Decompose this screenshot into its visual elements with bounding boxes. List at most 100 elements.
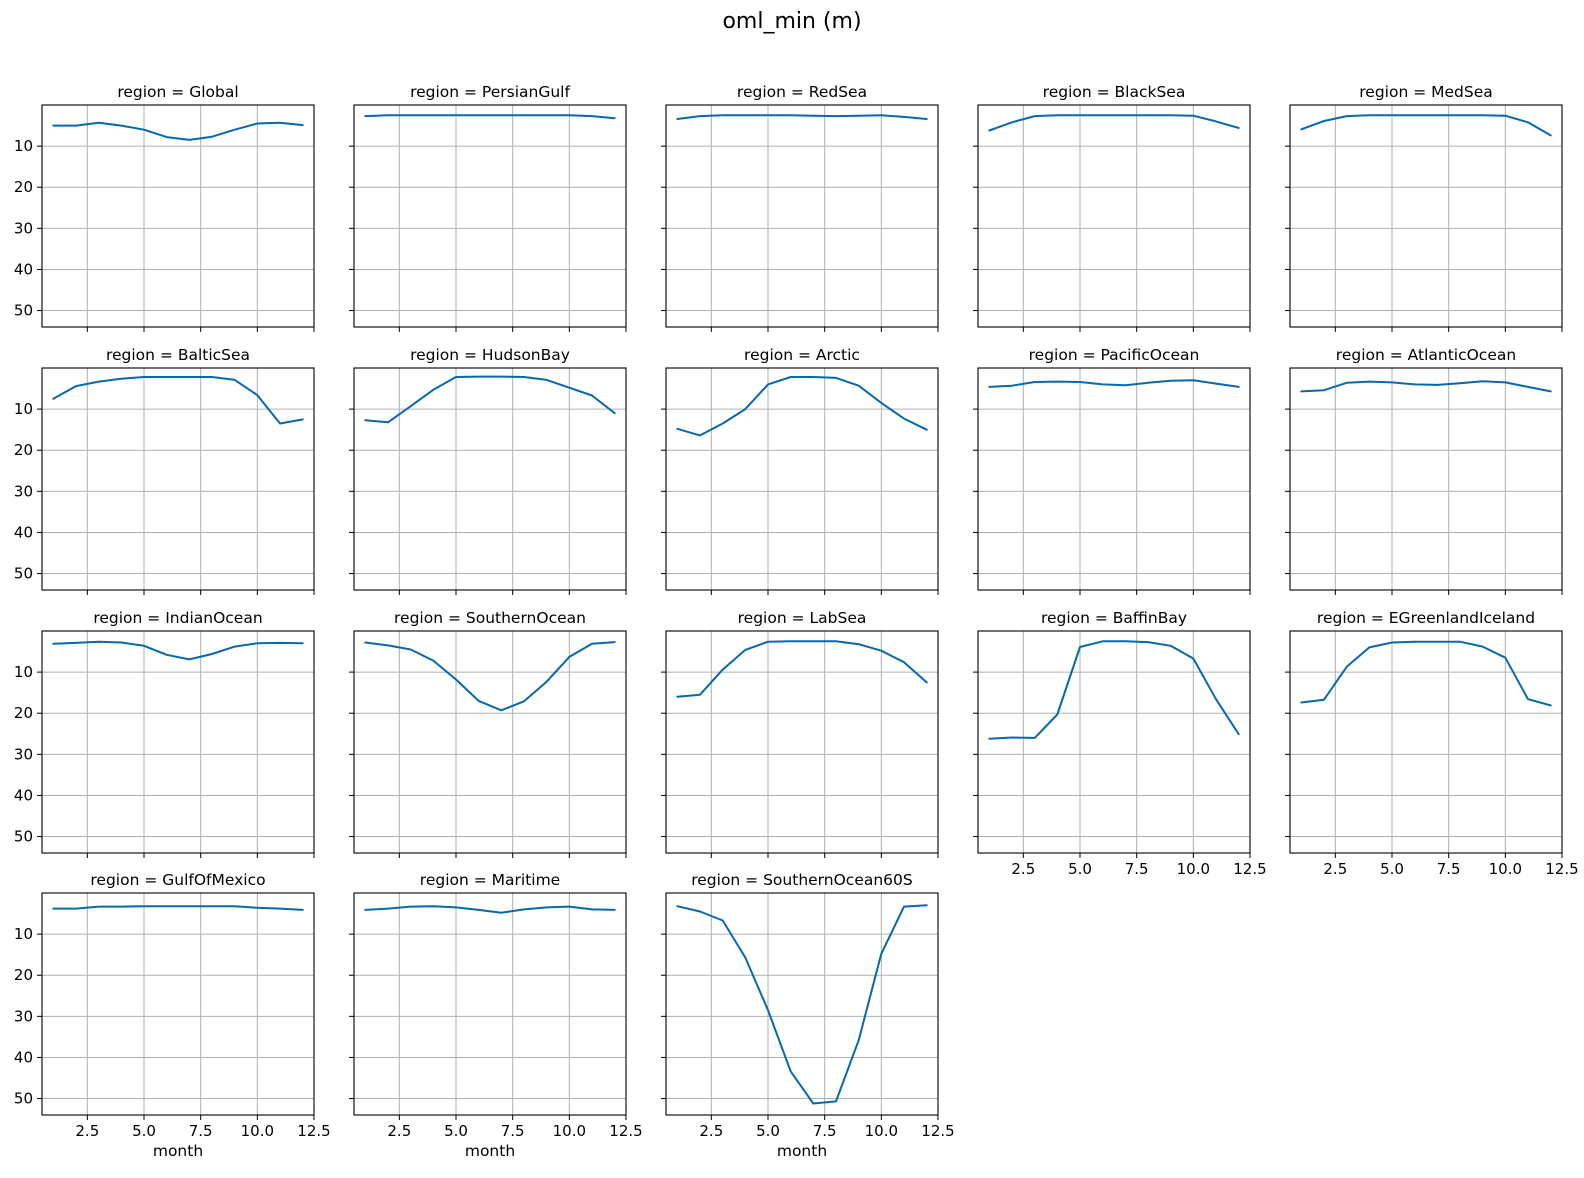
subplot: region = PersianGulf bbox=[349, 83, 627, 332]
subplot: 10 20 30 40 50 2.5 5.0 7.5 10.0 12.5 month region =… bbox=[14, 871, 331, 1160]
axes-frame bbox=[665, 367, 939, 591]
x-tick-label: 2.5 bbox=[75, 1122, 99, 1140]
series-line bbox=[988, 640, 1240, 740]
subplot-title: region = PersianGulf bbox=[410, 83, 570, 101]
x-tick-label: 10.0 bbox=[1177, 860, 1210, 878]
y-tick-label: 30 bbox=[14, 482, 33, 500]
x-tick-label: 12.5 bbox=[609, 1122, 642, 1140]
x-tick-label: 12.5 bbox=[921, 1122, 954, 1140]
axes-frame bbox=[1289, 367, 1563, 591]
series-line bbox=[52, 376, 304, 425]
x-tick-label: 10.0 bbox=[553, 1122, 586, 1140]
subplot-title: region = SouthernOcean bbox=[394, 609, 586, 627]
x-tick-label: 5.0 bbox=[1068, 860, 1092, 878]
x-tick-label: 12.5 bbox=[297, 1122, 330, 1140]
subplot-title: region = SouthernOcean60S bbox=[691, 871, 913, 889]
subplot-title: region = HudsonBay bbox=[410, 346, 570, 364]
y-tick-label: 20 bbox=[14, 704, 33, 722]
axes-frame bbox=[41, 104, 315, 328]
series-line bbox=[988, 114, 1240, 132]
axes-frame bbox=[1289, 104, 1563, 328]
series-line bbox=[364, 114, 616, 120]
x-tick-label: 7.5 bbox=[813, 1122, 837, 1140]
x-tick-label: 10.0 bbox=[241, 1122, 274, 1140]
subplot: 2.5 5.0 7.5 10.0 12.5 month region = SouthernO… bbox=[661, 871, 955, 1160]
series-line bbox=[52, 121, 304, 141]
subplot: region = MedSea bbox=[1285, 83, 1563, 332]
subplot-title: region = Global bbox=[117, 83, 238, 101]
y-tick-label: 50 bbox=[14, 1090, 33, 1108]
subplot: 10 20 30 40 50 region = Global bbox=[14, 83, 315, 332]
y-tick-label: 20 bbox=[14, 441, 33, 459]
subplot-title: region = PacificOcean bbox=[1029, 346, 1200, 364]
y-tick-label: 30 bbox=[14, 219, 33, 237]
panels: 10 20 30 40 50 region = Global region = Persia… bbox=[14, 83, 1579, 1160]
subplot-title: region = RedSea bbox=[737, 83, 867, 101]
y-tick-label: 20 bbox=[14, 178, 33, 196]
series-line bbox=[52, 905, 304, 911]
series-line bbox=[364, 905, 616, 914]
subplot-title: region = BalticSea bbox=[106, 346, 250, 364]
x-tick-label: 2.5 bbox=[1323, 860, 1347, 878]
series-line bbox=[676, 640, 928, 698]
x-tick-label: 5.0 bbox=[132, 1122, 156, 1140]
subplot-title: region = MedSea bbox=[1359, 83, 1492, 101]
y-tick-label: 10 bbox=[14, 925, 33, 943]
subplot-title: region = BlackSea bbox=[1043, 83, 1186, 101]
subplot: 10 20 30 40 50 region = IndianOcean bbox=[14, 609, 315, 858]
x-axis-label: month bbox=[777, 1142, 827, 1160]
y-tick-label: 50 bbox=[14, 828, 33, 846]
series-line bbox=[1300, 380, 1552, 393]
y-tick-label: 40 bbox=[14, 1048, 33, 1066]
y-tick-label: 30 bbox=[14, 745, 33, 763]
axes-frame bbox=[353, 367, 627, 591]
axes-frame bbox=[353, 104, 627, 328]
y-tick-label: 20 bbox=[14, 966, 33, 984]
subplot-title: region = LabSea bbox=[738, 609, 867, 627]
subplot: region = HudsonBay bbox=[349, 346, 627, 595]
x-tick-label: 5.0 bbox=[444, 1122, 468, 1140]
axes-frame bbox=[353, 892, 627, 1116]
axes-frame bbox=[41, 367, 315, 591]
y-tick-label: 50 bbox=[14, 565, 33, 583]
axes-frame bbox=[977, 367, 1251, 591]
subplot-title: region = IndianOcean bbox=[93, 609, 262, 627]
figure-title: oml_min (m) bbox=[722, 9, 861, 34]
subplot-title: region = GulfOfMexico bbox=[90, 871, 265, 889]
series-line bbox=[988, 379, 1240, 388]
subplot-title: region = BaffinBay bbox=[1041, 609, 1187, 627]
series-line bbox=[676, 376, 928, 437]
axes-frame bbox=[977, 104, 1251, 328]
x-axis-label: month bbox=[465, 1142, 515, 1160]
subplot: region = Arctic bbox=[661, 346, 939, 595]
subplot: region = RedSea bbox=[661, 83, 939, 332]
subplot-title: region = Maritime bbox=[420, 871, 560, 889]
series-line bbox=[1300, 114, 1552, 137]
x-tick-label: 2.5 bbox=[1011, 860, 1035, 878]
y-tick-label: 10 bbox=[14, 663, 33, 681]
subplot: region = LabSea bbox=[661, 609, 939, 858]
y-tick-label: 30 bbox=[14, 1007, 33, 1025]
y-tick-label: 40 bbox=[14, 523, 33, 541]
subplot: region = PacificOcean bbox=[973, 346, 1251, 595]
y-tick-label: 40 bbox=[14, 786, 33, 804]
subplot: 2.5 5.0 7.5 10.0 12.5 month region = Maritime bbox=[349, 871, 643, 1160]
x-tick-label: 2.5 bbox=[699, 1122, 723, 1140]
subplot: region = SouthernOcean bbox=[349, 609, 627, 858]
x-tick-label: 10.0 bbox=[865, 1122, 898, 1140]
x-tick-label: 10.0 bbox=[1489, 860, 1522, 878]
axes-frame bbox=[41, 630, 315, 854]
series-line bbox=[364, 641, 616, 712]
series-line bbox=[676, 114, 928, 120]
x-axis-label: month bbox=[153, 1142, 203, 1160]
subplot: 10 20 30 40 50 region = BalticSea bbox=[14, 346, 315, 595]
x-tick-label: 7.5 bbox=[1437, 860, 1461, 878]
axes-frame bbox=[353, 630, 627, 854]
series-line bbox=[1300, 640, 1552, 707]
y-tick-label: 50 bbox=[14, 302, 33, 320]
x-tick-label: 7.5 bbox=[1125, 860, 1149, 878]
axes-frame bbox=[665, 104, 939, 328]
subplot-title: region = EGreenlandIceland bbox=[1317, 609, 1535, 627]
